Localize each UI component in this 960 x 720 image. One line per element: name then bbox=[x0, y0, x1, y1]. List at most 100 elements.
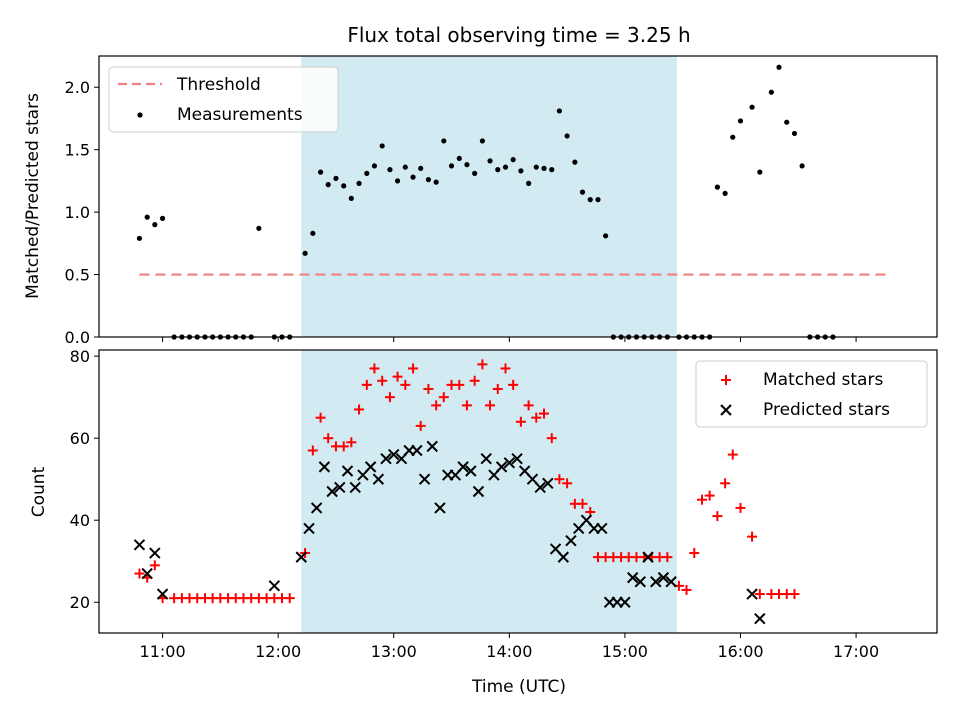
predicted-stars-legend-swatch bbox=[720, 404, 732, 416]
predicted-star-point bbox=[341, 465, 354, 477]
predicted-star-point bbox=[334, 481, 346, 494]
measurement-point bbox=[433, 179, 439, 185]
matched-star-point bbox=[577, 498, 588, 509]
count-panel: 20 40 60 80 11:00 12:00 13:00 14:00 15:00 16:00 17… bbox=[29, 347, 938, 661]
measurement-point bbox=[714, 184, 720, 190]
predicted-star-point bbox=[746, 588, 758, 600]
x-stroke bbox=[526, 473, 539, 485]
matched-star-point bbox=[477, 359, 488, 370]
x-tick-label: 14:00 bbox=[486, 642, 532, 661]
count-axes-frame bbox=[98, 349, 938, 634]
x-stroke bbox=[318, 461, 331, 473]
predicted-star-point bbox=[665, 576, 677, 588]
matched-star-point bbox=[515, 416, 526, 427]
matched-star-point bbox=[523, 400, 534, 411]
x-stroke bbox=[619, 596, 631, 608]
predicted-star-point bbox=[472, 485, 485, 498]
x-tick-label: 11:00 bbox=[140, 642, 186, 661]
measurement-point bbox=[464, 162, 470, 168]
matched-star-point bbox=[338, 441, 349, 452]
predicted-star-point bbox=[534, 481, 546, 494]
measurement-point bbox=[456, 155, 462, 162]
matched-star-point bbox=[423, 383, 434, 394]
matched-star-point bbox=[662, 552, 673, 563]
measurement-point bbox=[441, 138, 447, 144]
x-stroke bbox=[642, 551, 654, 563]
x-stroke bbox=[534, 481, 546, 494]
matched-star-point bbox=[492, 383, 503, 394]
matched-star-point bbox=[554, 474, 565, 485]
predicted-star-point bbox=[156, 588, 169, 600]
measurement-point bbox=[541, 165, 547, 171]
predicted-star-point bbox=[626, 571, 639, 584]
x-stroke bbox=[657, 571, 670, 584]
measurement-point bbox=[394, 178, 401, 184]
predicted-star-point bbox=[310, 502, 323, 514]
matched-star-point bbox=[697, 494, 708, 505]
predicted-star-point bbox=[511, 452, 523, 465]
predicted-star-point bbox=[596, 522, 608, 535]
predicted-star-point bbox=[542, 477, 554, 490]
ratio-legend: Threshold Measurements bbox=[108, 66, 339, 133]
matched-star-point bbox=[454, 379, 465, 390]
x-tick-label: 15:00 bbox=[602, 642, 648, 661]
predicted-star-point bbox=[457, 461, 469, 473]
y-tick-label: 80 bbox=[70, 347, 90, 366]
x-stroke bbox=[388, 448, 400, 461]
x-stroke bbox=[156, 588, 169, 600]
x-stroke bbox=[334, 481, 346, 494]
ratio-axes-frame bbox=[98, 55, 938, 338]
matched-star-point bbox=[562, 478, 573, 489]
x-stroke bbox=[754, 612, 766, 625]
x-axis-label: Time (UTC) bbox=[471, 677, 566, 697]
x-stroke bbox=[580, 514, 593, 526]
predicted-legend-marker bbox=[720, 404, 732, 416]
x-stroke bbox=[542, 477, 554, 490]
x-tick-label: 16:00 bbox=[717, 642, 763, 661]
x-stroke bbox=[650, 576, 662, 588]
observing-window-shade-bottom bbox=[301, 350, 677, 633]
measurement-point bbox=[595, 197, 601, 203]
x-stroke bbox=[549, 543, 562, 555]
matched-star-point bbox=[134, 568, 145, 579]
matched-star-point bbox=[431, 400, 442, 411]
matched-star-point bbox=[539, 408, 550, 419]
predicted-star-point bbox=[349, 481, 361, 494]
matched-star-point bbox=[508, 379, 519, 390]
chart-title: Flux total observing time = 3.25 h bbox=[347, 23, 690, 47]
x-stroke bbox=[411, 444, 423, 457]
matched-star-point bbox=[284, 593, 295, 604]
predicted-star-point bbox=[318, 461, 331, 473]
measurement-point bbox=[333, 175, 339, 181]
matched-stars-legend-label: Matched stars bbox=[763, 370, 883, 390]
matched-star-point bbox=[400, 379, 411, 390]
predicted-star-point bbox=[303, 522, 315, 535]
predicted-star-point bbox=[141, 567, 153, 580]
y-tick-label: 0.0 bbox=[65, 328, 90, 347]
x-stroke bbox=[380, 452, 392, 465]
x-stroke bbox=[303, 522, 315, 535]
x-tick-label: 12:00 bbox=[255, 642, 301, 661]
matched-star-point bbox=[361, 379, 372, 390]
measurement-point bbox=[487, 158, 493, 164]
ratio-axis-ticks: 0.0 0.5 1.0 1.5 2.0 bbox=[65, 78, 857, 347]
predicted-star-point bbox=[565, 535, 577, 547]
ratio-y-axis-label: Matched/Predicted stars bbox=[23, 93, 43, 299]
measurement-point bbox=[302, 250, 308, 256]
y-tick-label: 60 bbox=[70, 429, 90, 448]
measurement-point bbox=[387, 167, 393, 173]
measurement-point bbox=[379, 143, 385, 149]
x-stroke bbox=[511, 452, 523, 465]
measurement-point bbox=[479, 138, 485, 144]
predicted-star-point bbox=[650, 576, 662, 588]
x-stroke bbox=[503, 457, 516, 469]
measurement-point bbox=[159, 215, 166, 221]
measurement-point bbox=[784, 119, 790, 125]
x-tick-label: 17:00 bbox=[833, 642, 879, 661]
x-stroke bbox=[665, 576, 677, 588]
count-y-axis-label: Count bbox=[29, 466, 49, 517]
count-legend-box bbox=[695, 360, 928, 428]
matched-star-point bbox=[681, 584, 692, 595]
x-stroke bbox=[746, 588, 758, 600]
measurement-point bbox=[579, 189, 586, 195]
